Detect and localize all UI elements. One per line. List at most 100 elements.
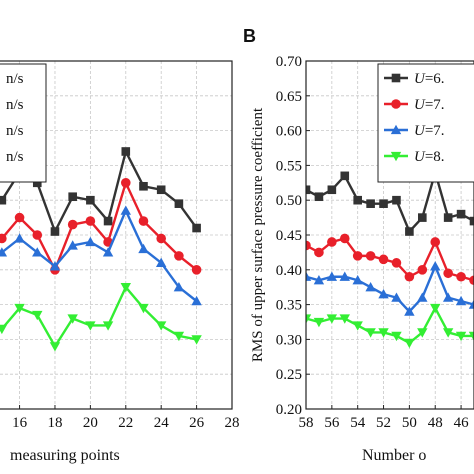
data-point: [326, 314, 338, 324]
data-point: [468, 331, 474, 342]
data-point: [155, 257, 167, 267]
data-point: [139, 181, 148, 191]
legend-entry: U=6.: [414, 71, 445, 87]
legend-entry: n/s: [6, 97, 24, 113]
data-point: [313, 317, 325, 328]
data-point: [192, 223, 201, 233]
data-point: [366, 199, 375, 208]
data-point: [417, 292, 428, 302]
y-tick-label: 0.50: [276, 193, 302, 209]
data-point: [391, 258, 402, 268]
data-point: [379, 199, 388, 208]
data-point: [191, 295, 202, 306]
data-point: [138, 303, 149, 314]
data-point: [306, 240, 311, 251]
y-tick-label: 0.70: [276, 54, 302, 70]
data-point: [32, 178, 42, 188]
data-point: [49, 342, 61, 352]
data-point: [67, 219, 78, 230]
data-point: [365, 251, 376, 261]
x-tick-label: 48: [428, 415, 443, 431]
data-point: [417, 328, 428, 338]
data-point: [378, 254, 389, 265]
legend: U=6. U=7. U=7. U=8.: [377, 63, 474, 183]
y-tick-label: 0.25: [276, 367, 302, 383]
x-tick-label: 26: [189, 415, 205, 431]
data-point: [86, 195, 95, 205]
data-point: [352, 321, 363, 331]
data-point: [0, 233, 7, 244]
data-point: [138, 243, 149, 254]
y-tick-label: 0.45: [276, 228, 302, 244]
legend-entry: n/s: [6, 149, 24, 165]
data-point: [391, 292, 402, 302]
data-point: [191, 265, 202, 275]
x-tick-label: 16: [12, 415, 28, 431]
data-point: [14, 233, 25, 243]
legend-marker: [390, 124, 402, 135]
data-point: [0, 195, 7, 205]
data-point: [442, 328, 454, 338]
data-point: [67, 240, 78, 250]
data-point: [455, 331, 467, 342]
data-point: [327, 237, 337, 247]
data-point: [456, 209, 466, 219]
y-axis-label: RMS of upper surface pressure coefficien…: [250, 107, 266, 362]
data-point: [85, 216, 96, 226]
data-point: [0, 247, 8, 257]
data-point: [417, 265, 428, 275]
data-point: [32, 247, 43, 257]
data-point: [120, 205, 131, 215]
data-point: [443, 213, 453, 222]
data-point: [68, 192, 77, 202]
data-point: [155, 321, 167, 331]
data-point: [404, 338, 415, 349]
legend: n/s n/s n/s n/s: [0, 63, 47, 183]
data-point: [339, 314, 350, 324]
data-point: [67, 314, 78, 324]
x-tick-label: 20: [83, 415, 98, 431]
data-point: [14, 303, 25, 314]
y-tick-label: 0.40: [276, 263, 302, 279]
data-point: [191, 335, 202, 345]
data-point: [156, 185, 166, 195]
data-point: [102, 321, 114, 331]
x-tick-label: 54: [350, 415, 366, 431]
data-point: [85, 236, 96, 247]
legend-entry: n/s: [6, 71, 24, 87]
legend-entry: U=7.: [414, 97, 445, 113]
x-tick-label: 28: [225, 415, 240, 431]
data-point: [392, 195, 401, 205]
data-point: [314, 192, 324, 202]
x-tick-label: 50: [402, 415, 417, 431]
data-point: [306, 314, 312, 324]
x-tick-label: 22: [118, 415, 133, 431]
data-point: [50, 227, 60, 236]
x-axis-label: measuring points: [10, 447, 120, 464]
data-point: [49, 261, 61, 271]
data-point: [418, 213, 427, 222]
x-tick-label: 46: [454, 415, 470, 431]
x-tick-label: 52: [376, 415, 391, 431]
data-point: [103, 216, 113, 226]
data-point: [313, 275, 325, 285]
data-point: [0, 324, 8, 335]
data-point: [455, 295, 467, 306]
data-point: [430, 261, 441, 271]
data-point: [442, 292, 454, 302]
data-point: [404, 306, 415, 316]
data-point: [327, 185, 337, 195]
x-axis-label: Number o: [362, 447, 426, 464]
data-point: [138, 216, 149, 226]
legend-entry: n/s: [6, 123, 24, 139]
data-point: [326, 271, 338, 281]
data-point: [32, 230, 43, 240]
data-point: [391, 331, 402, 342]
panel-label: B: [243, 26, 256, 46]
data-point: [306, 271, 312, 281]
data-point: [120, 178, 131, 188]
data-point: [314, 247, 324, 258]
data-point: [339, 271, 350, 281]
x-tick-label: 56: [324, 415, 340, 431]
legend-box: [377, 63, 474, 183]
